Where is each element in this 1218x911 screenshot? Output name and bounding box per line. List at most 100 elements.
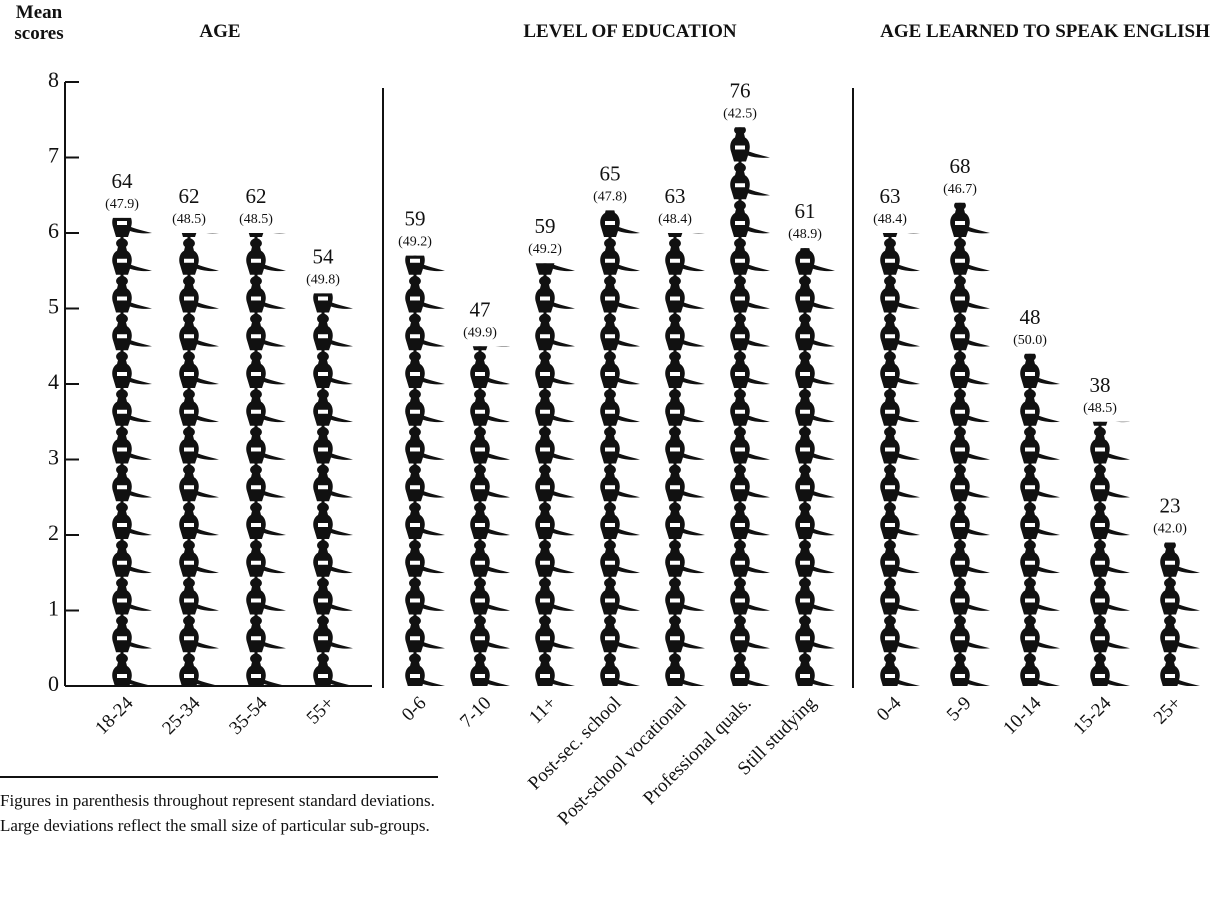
pictograph-icon xyxy=(246,238,286,275)
pictograph-icon xyxy=(405,540,445,577)
pictograph-icon xyxy=(1020,427,1060,464)
x-tick-label: 15-24 xyxy=(1069,692,1116,739)
pictograph-icon xyxy=(665,540,705,577)
pictograph-icon xyxy=(795,313,835,350)
pictograph-icon xyxy=(950,578,990,615)
score-label: 63 xyxy=(665,184,686,208)
pictograph-icon xyxy=(112,502,152,539)
pictograph-icon xyxy=(665,464,705,501)
pictograph-icon xyxy=(470,578,510,615)
pictograph-bar xyxy=(1090,389,1130,690)
pictograph-icon xyxy=(1090,427,1130,464)
pictograph-icon xyxy=(112,578,152,615)
pictograph-icon xyxy=(470,540,510,577)
x-tick-label: 11+ xyxy=(525,693,560,728)
pictograph-icon xyxy=(665,615,705,652)
sd-label: (49.8) xyxy=(306,272,340,287)
sd-label: (49.2) xyxy=(528,242,562,257)
pictograph-icon xyxy=(405,615,445,652)
pictograph-icon xyxy=(246,427,286,464)
pictograph-icon xyxy=(795,276,835,313)
pictograph-icon xyxy=(179,464,219,501)
pictograph-icon xyxy=(405,502,445,539)
pictograph-icon xyxy=(880,351,920,388)
pictograph-icon xyxy=(880,540,920,577)
pictograph-icon xyxy=(179,653,219,690)
pictograph-icon xyxy=(600,313,640,350)
pictograph-icon xyxy=(112,238,152,275)
pictograph-icon xyxy=(880,502,920,539)
pictograph-icon xyxy=(112,540,152,577)
pictograph-icon xyxy=(246,351,286,388)
pictograph-icon xyxy=(730,615,770,652)
pictograph-icon xyxy=(405,653,445,690)
pictograph-icon xyxy=(535,615,575,652)
sd-label: (42.0) xyxy=(1153,522,1187,537)
y-tick-label: 7 xyxy=(48,143,59,168)
pictograph-icon xyxy=(950,540,990,577)
pictograph-icon xyxy=(246,313,286,350)
pictograph-icon xyxy=(179,238,219,275)
pictograph-icon xyxy=(246,653,286,690)
pictograph-bar xyxy=(1020,313,1060,690)
pictograph-icon xyxy=(600,200,640,237)
pictograph-icon xyxy=(795,238,835,275)
pictograph-bar xyxy=(730,87,770,690)
x-tick-label: 35-54 xyxy=(225,692,272,739)
sd-label: (50.0) xyxy=(1013,333,1047,348)
pictograph-icon xyxy=(470,464,510,501)
pictograph-icon xyxy=(950,238,990,275)
pictograph-bar xyxy=(405,200,445,690)
pictograph-icon xyxy=(179,540,219,577)
sd-label: (47.8) xyxy=(593,189,627,204)
pictograph-icon xyxy=(535,578,575,615)
pictograph-icon xyxy=(313,502,353,539)
pictograph-icon xyxy=(880,615,920,652)
pictograph-icon xyxy=(1090,540,1130,577)
pictograph-icon xyxy=(600,238,640,275)
pictograph-icon xyxy=(665,502,705,539)
pictograph-icon xyxy=(730,313,770,350)
sd-label: (48.5) xyxy=(1083,401,1117,416)
score-label: 54 xyxy=(313,244,335,268)
y-tick-label: 4 xyxy=(48,369,59,394)
group-title: AGE xyxy=(150,20,290,44)
pictograph-icon xyxy=(950,276,990,313)
pictograph-icon xyxy=(730,276,770,313)
y-tick-label: 8 xyxy=(48,67,59,92)
sd-label: (48.5) xyxy=(239,212,273,227)
pictograph-icon xyxy=(313,540,353,577)
pictograph-icon xyxy=(880,389,920,426)
pictograph-icon xyxy=(950,502,990,539)
pictograph-icon xyxy=(1020,351,1060,388)
pictograph-icon xyxy=(470,615,510,652)
pictograph-icon xyxy=(795,540,835,577)
y-tick-label: 2 xyxy=(48,520,59,545)
x-tick-label: 0-6 xyxy=(398,693,431,726)
x-tick-label: Professional quals. xyxy=(639,693,755,809)
pictograph-icon xyxy=(1020,615,1060,652)
sd-label: (49.9) xyxy=(463,325,497,340)
x-tick-label: 25+ xyxy=(1150,693,1186,729)
pictograph-icon xyxy=(1160,615,1200,652)
pictograph-icon xyxy=(730,578,770,615)
pictograph-icon xyxy=(112,313,152,350)
pictograph-icon xyxy=(730,238,770,275)
pictograph-icon xyxy=(665,578,705,615)
sd-label: (48.9) xyxy=(788,227,822,242)
pictograph-icon xyxy=(665,653,705,690)
pictograph-icon xyxy=(730,653,770,690)
pictograph-icon xyxy=(405,276,445,313)
pictograph-icon xyxy=(665,276,705,313)
pictograph-icon xyxy=(470,351,510,388)
pictograph-icon xyxy=(535,313,575,350)
pictograph-icon xyxy=(405,578,445,615)
pictograph-icon xyxy=(1090,464,1130,501)
x-tick-label: 7-10 xyxy=(456,693,495,732)
pictograph-bar xyxy=(470,313,510,690)
pictograph-icon xyxy=(112,615,152,652)
pictograph-icon xyxy=(246,540,286,577)
pictograph-icon xyxy=(1020,578,1060,615)
pictograph-icon xyxy=(313,427,353,464)
pictograph-icon xyxy=(1020,653,1060,690)
